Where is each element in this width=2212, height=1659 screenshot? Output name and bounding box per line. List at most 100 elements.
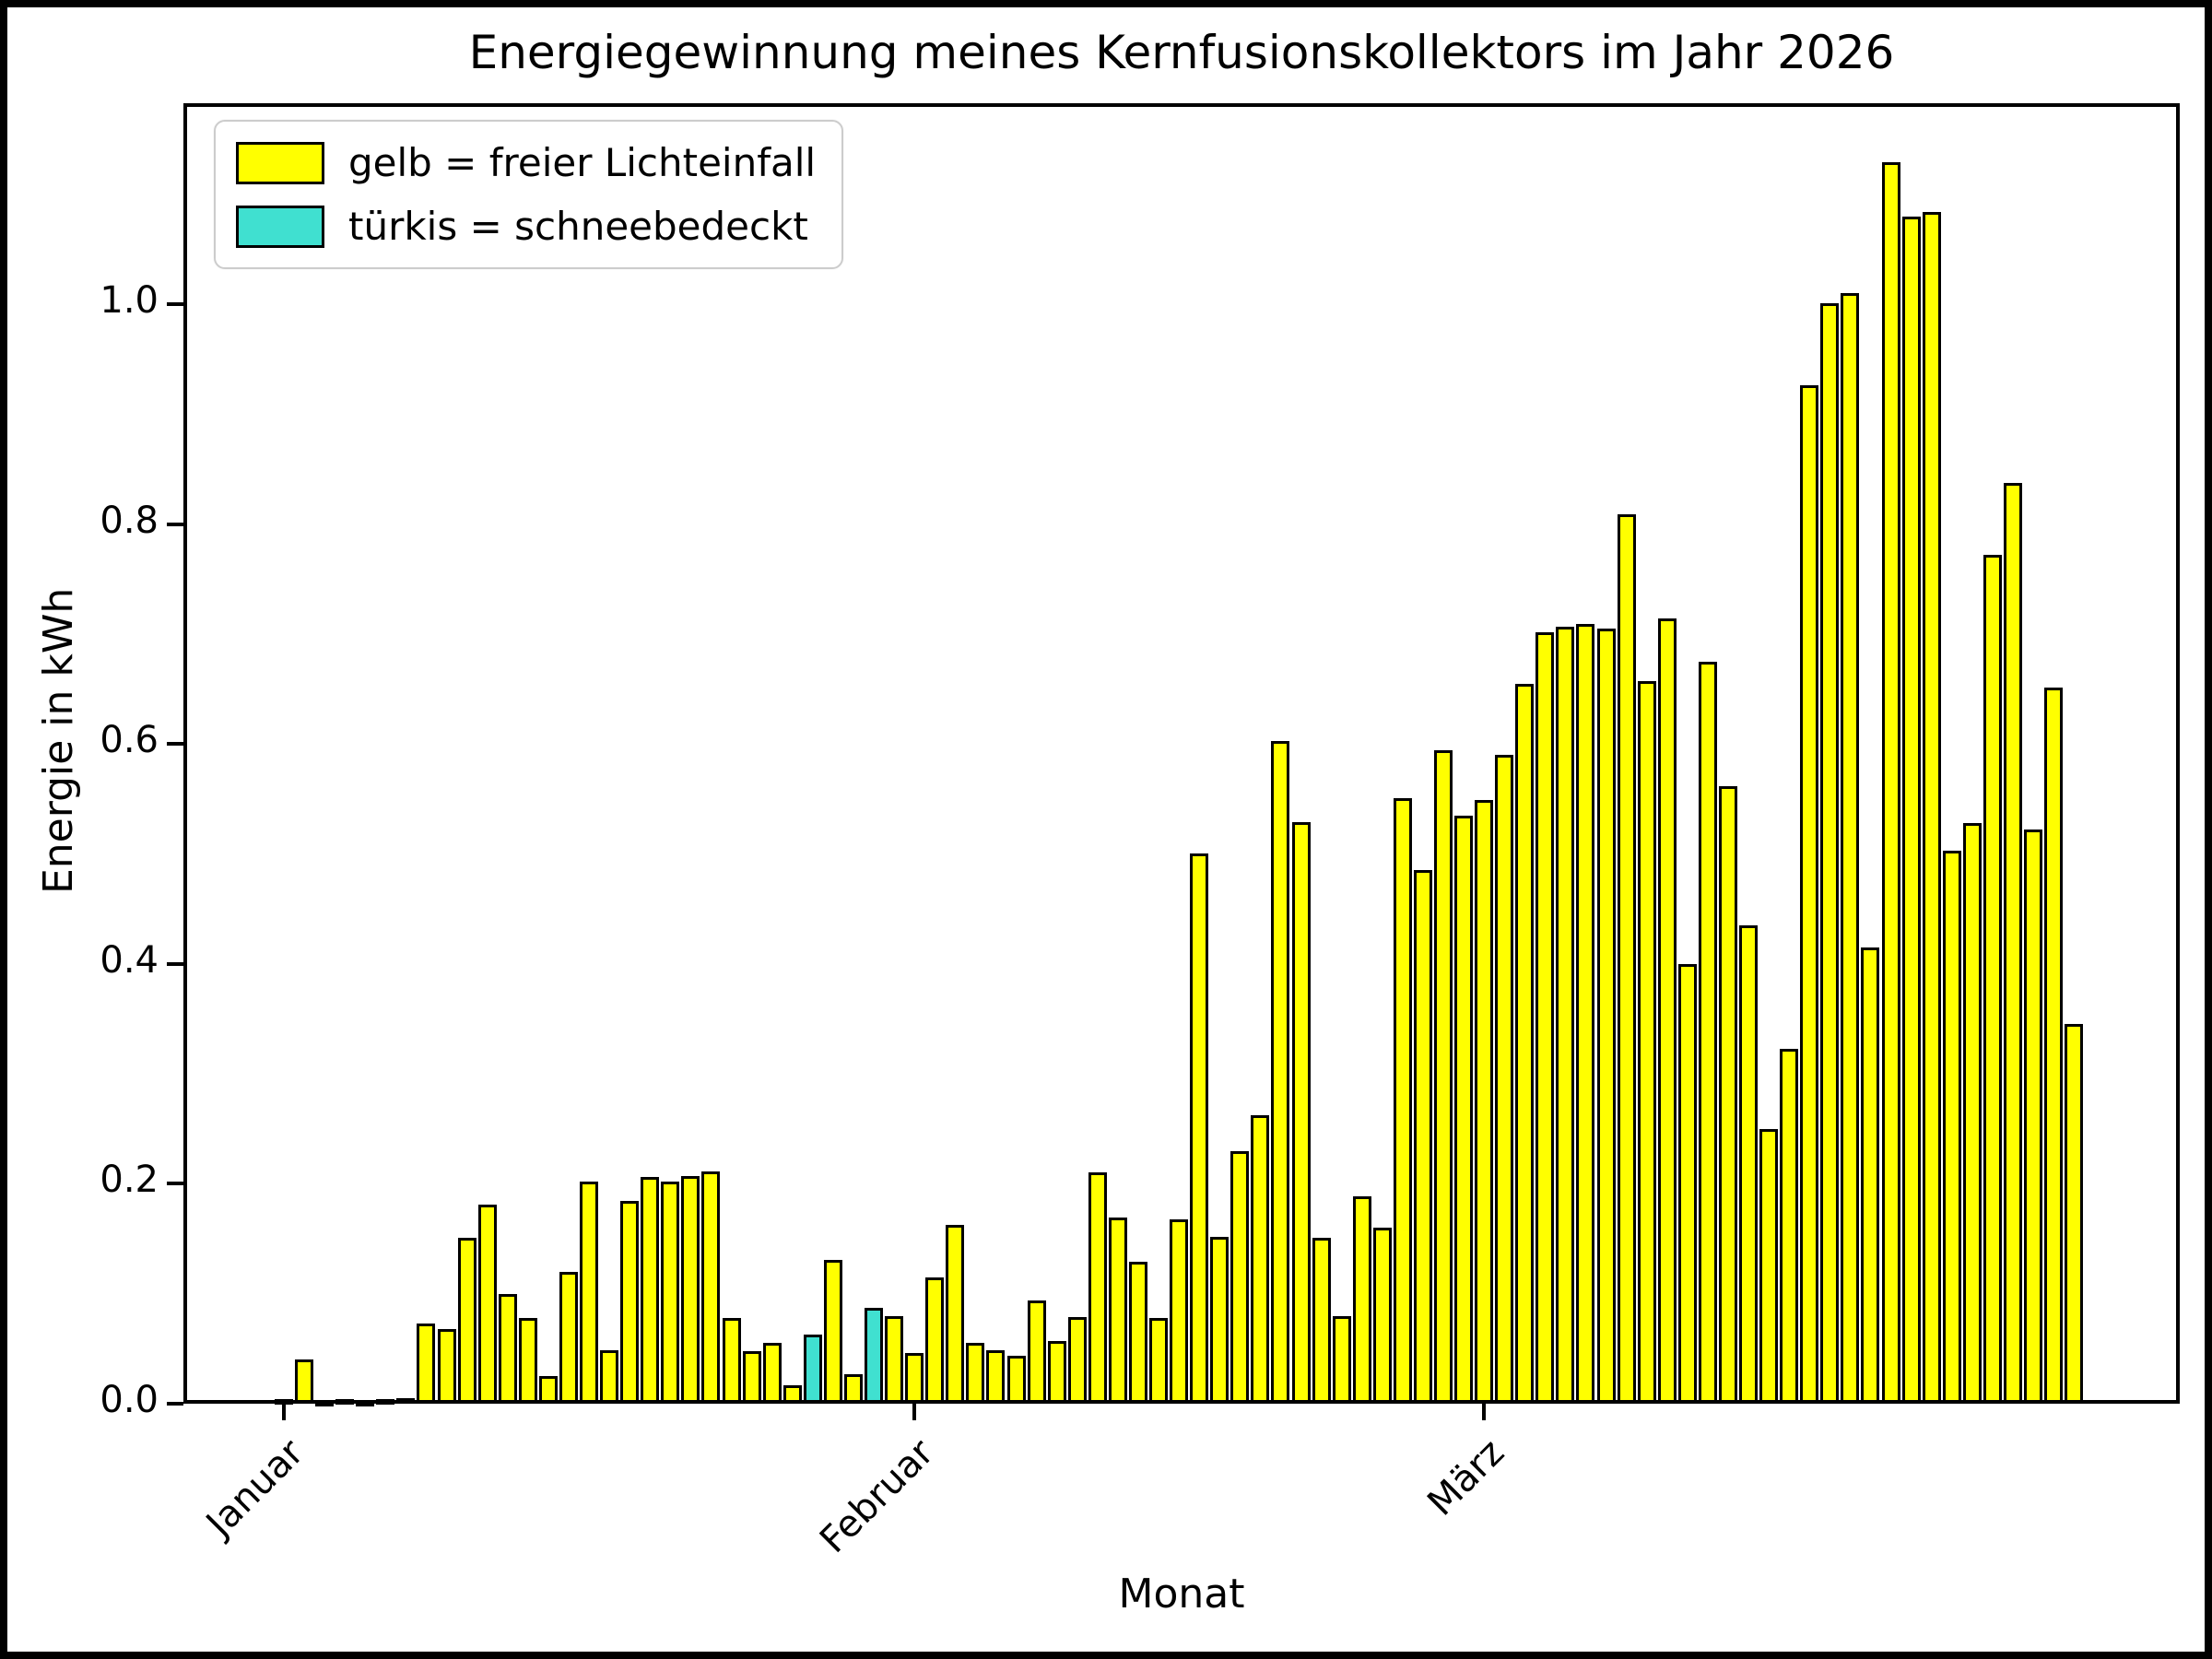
x-tick-label-Januar: Januar <box>198 1431 312 1546</box>
bar-day-41 <box>1088 1172 1107 1404</box>
bar-day-62 <box>1515 684 1534 1404</box>
bar-day-85 <box>1983 555 2002 1404</box>
bar-day-76 <box>1800 385 1818 1404</box>
bar-day-2 <box>295 1359 313 1404</box>
bar-day-21 <box>681 1176 700 1404</box>
bar-day-84 <box>1963 823 1982 1404</box>
x-tick-mark-Februar <box>912 1404 916 1420</box>
x-tick-label-März: März <box>1418 1431 1512 1524</box>
bar-day-3 <box>315 1401 334 1406</box>
bar-day-57 <box>1414 870 1432 1404</box>
bar-day-18 <box>620 1201 639 1404</box>
y-tick-mark-0.6 <box>167 742 183 746</box>
bar-day-60 <box>1475 800 1493 1404</box>
legend-label-snow: türkis = schneebedeckt <box>348 204 808 249</box>
bar-day-66 <box>1597 629 1616 1404</box>
y-tick-label-1.0: 1.0 <box>100 279 159 322</box>
bar-day-12 <box>499 1294 517 1404</box>
bar-day-14 <box>539 1376 558 1404</box>
legend-label-sun: gelb = freier Lichteinfall <box>348 140 817 185</box>
bar-day-58 <box>1434 750 1453 1404</box>
bar-day-73 <box>1739 925 1758 1404</box>
bar-day-55 <box>1373 1228 1392 1404</box>
bar-day-78 <box>1841 293 1859 1404</box>
bar-day-27 <box>804 1335 822 1404</box>
bar-day-59 <box>1454 816 1473 1404</box>
bar-day-19 <box>641 1177 659 1404</box>
bar-day-47 <box>1210 1237 1229 1404</box>
y-tick-mark-0.4 <box>167 962 183 966</box>
y-tick-label-0.2: 0.2 <box>100 1159 159 1201</box>
bar-day-67 <box>1618 514 1636 1404</box>
bar-day-28 <box>824 1260 842 1404</box>
x-tick-mark-Januar <box>282 1404 286 1420</box>
bar-day-25 <box>763 1343 782 1404</box>
bar-day-79 <box>1861 947 1879 1404</box>
x-axis-label: Monat <box>1118 1571 1245 1618</box>
bar-day-29 <box>844 1374 863 1404</box>
legend-row-snow: türkis = schneebedeckt <box>236 204 816 249</box>
bar-day-42 <box>1109 1218 1127 1404</box>
bar-day-23 <box>723 1318 741 1404</box>
bar-day-56 <box>1394 798 1412 1404</box>
y-tick-mark-0.2 <box>167 1182 183 1185</box>
chart-title: Energiegewinnung meines Kernfusionskolle… <box>468 26 1895 79</box>
bar-day-40 <box>1068 1317 1087 1404</box>
y-tick-label-0.4: 0.4 <box>100 939 159 982</box>
bar-day-46 <box>1190 853 1208 1404</box>
bar-day-36 <box>986 1350 1005 1404</box>
bar-day-52 <box>1312 1238 1331 1404</box>
bar-day-15 <box>559 1272 578 1404</box>
bar-day-89 <box>2065 1024 2083 1404</box>
bar-day-48 <box>1230 1151 1249 1404</box>
bar-day-37 <box>1007 1356 1026 1404</box>
bar-day-45 <box>1170 1219 1188 1404</box>
bar-day-8 <box>417 1324 435 1404</box>
legend: gelb = freier Lichteinfall türkis = schn… <box>214 120 844 269</box>
y-tick-mark-1.0 <box>167 302 183 306</box>
bar-day-11 <box>478 1205 497 1404</box>
bar-day-69 <box>1658 618 1677 1404</box>
bar-day-70 <box>1678 964 1697 1404</box>
bar-day-31 <box>885 1316 903 1404</box>
bar-day-82 <box>1923 212 1941 1404</box>
bar-day-32 <box>905 1353 924 1404</box>
bar-day-86 <box>2004 483 2022 1404</box>
y-tick-mark-0.8 <box>167 523 183 526</box>
legend-row-sun: gelb = freier Lichteinfall <box>236 140 816 185</box>
bar-day-53 <box>1333 1316 1351 1404</box>
bar-day-5 <box>356 1401 374 1406</box>
bar-day-43 <box>1129 1262 1147 1404</box>
bar-day-77 <box>1820 303 1839 1404</box>
bar-day-75 <box>1780 1049 1798 1404</box>
bar-day-17 <box>600 1350 618 1404</box>
bar-day-88 <box>2044 688 2063 1404</box>
bar-day-39 <box>1048 1341 1066 1404</box>
bar-day-26 <box>783 1385 802 1404</box>
bar-day-68 <box>1638 681 1656 1404</box>
bar-day-71 <box>1699 662 1717 1404</box>
bar-day-34 <box>946 1225 964 1404</box>
bar-day-38 <box>1028 1300 1046 1404</box>
bar-day-9 <box>438 1329 456 1404</box>
bar-day-30 <box>865 1308 883 1404</box>
legend-swatch-snow <box>236 205 324 248</box>
bar-day-54 <box>1353 1196 1371 1404</box>
bar-day-16 <box>580 1182 598 1404</box>
bar-day-65 <box>1576 624 1594 1404</box>
bar-day-61 <box>1495 755 1513 1404</box>
y-tick-label-0.0: 0.0 <box>100 1379 159 1421</box>
legend-swatch-sun <box>236 141 324 184</box>
bar-day-49 <box>1251 1115 1269 1404</box>
bar-day-51 <box>1292 822 1311 1404</box>
bar-day-13 <box>519 1318 537 1404</box>
bar-day-22 <box>701 1171 720 1404</box>
bar-day-83 <box>1943 851 1961 1404</box>
x-tick-mark-März <box>1482 1404 1486 1420</box>
bar-day-50 <box>1271 741 1289 1404</box>
bar-day-72 <box>1719 786 1737 1404</box>
bar-day-20 <box>661 1182 679 1404</box>
bar-day-6 <box>376 1399 394 1405</box>
bar-day-64 <box>1556 627 1574 1404</box>
bar-day-87 <box>2024 830 2042 1404</box>
